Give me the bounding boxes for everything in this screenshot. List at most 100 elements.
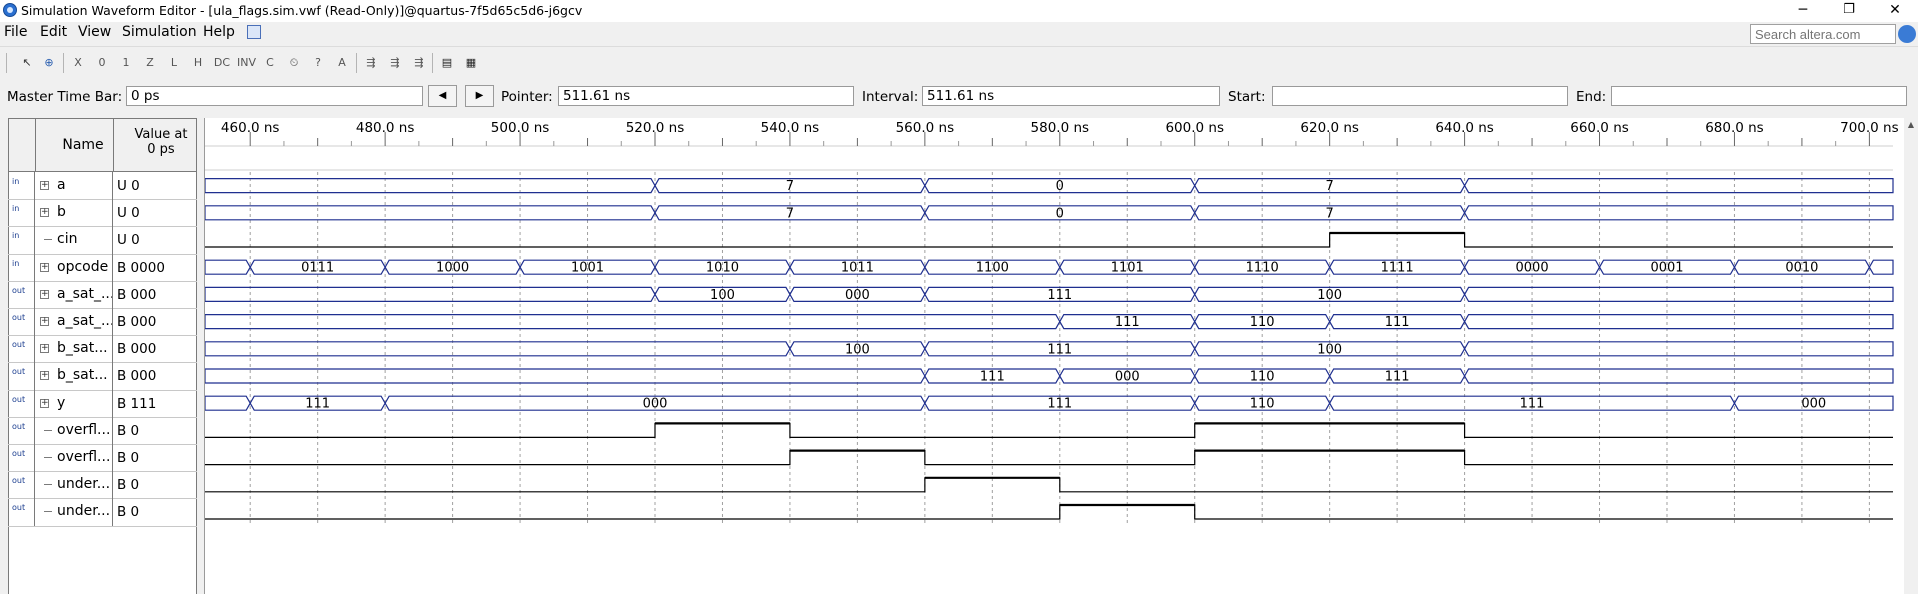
toolbar-separator xyxy=(432,53,433,73)
bus-value-label: 7 xyxy=(1326,206,1334,221)
bus-segment xyxy=(1463,205,1894,221)
signal-name[interactable]: b xyxy=(57,204,66,220)
close-button[interactable]: ✕ xyxy=(1889,2,1901,18)
bus-segment xyxy=(1868,259,1894,275)
bus-segment xyxy=(1463,314,1894,330)
bus-value-label: 1111 xyxy=(1381,261,1414,276)
bus-value-label: 111 xyxy=(1047,397,1072,412)
run-timing-icon[interactable]: ⇶ xyxy=(390,56,400,69)
force-weak-low-icon[interactable]: L xyxy=(170,56,178,69)
grid-settings-icon[interactable]: ▦ xyxy=(465,56,477,69)
globe-icon[interactable] xyxy=(1898,25,1916,43)
signal-name[interactable]: a_sat_... xyxy=(57,286,115,302)
scroll-up-arrow-icon[interactable]: ▲ xyxy=(1907,120,1915,129)
bus-value-label: 111 xyxy=(980,370,1005,385)
time-bar: Master Time Bar: 0 ps ◀ ▶ Pointer: 511.6… xyxy=(0,82,1918,110)
signal-name[interactable]: cin xyxy=(57,231,78,247)
bus-value-label: 111 xyxy=(1385,315,1410,330)
expand-bus-icon[interactable]: + xyxy=(40,262,49,272)
bus-value-label: 100 xyxy=(1317,342,1342,357)
output-pin-icon: out xyxy=(12,503,26,512)
signal-value: B 0000 xyxy=(117,260,165,276)
input-pin-icon: in xyxy=(12,204,20,213)
value-column-header[interactable]: Value at 0 ps xyxy=(125,127,197,157)
signal-name[interactable]: b_sat... xyxy=(57,367,108,383)
force-high-icon[interactable]: 1 xyxy=(122,56,130,69)
signal-name[interactable]: overfl... xyxy=(57,422,111,438)
menu-help[interactable]: Help xyxy=(203,24,235,40)
waveform-canvas[interactable]: 460.0 ns 480.0 ns 500.0 ns 520.0 ns 540.0 ns… xyxy=(205,118,1905,594)
app-icon xyxy=(3,3,17,17)
signal-name[interactable]: a_sat_... xyxy=(57,313,115,329)
run-timing-netlist-icon[interactable]: ⇶ xyxy=(414,56,424,69)
expand-bus-icon[interactable]: + xyxy=(40,398,49,408)
random-value-icon[interactable]: ? xyxy=(315,56,321,69)
tree-connector xyxy=(44,484,52,485)
value-header-line1: Value at xyxy=(134,127,188,142)
expand-bus-icon[interactable]: + xyxy=(40,207,49,217)
minimize-button[interactable]: ─ xyxy=(1798,2,1808,18)
count-value-icon[interactable]: C xyxy=(266,56,274,69)
row-divider xyxy=(8,254,197,255)
menu-simulation[interactable]: Simulation xyxy=(122,24,197,40)
expand-bus-icon[interactable]: + xyxy=(40,343,49,353)
bus-value-label: 000 xyxy=(1115,370,1140,385)
signal-name[interactable]: y xyxy=(57,395,66,411)
end-field[interactable] xyxy=(1611,86,1907,106)
signal-name[interactable]: under... xyxy=(57,503,111,519)
next-transition-button[interactable]: ▶ xyxy=(465,85,494,107)
column-divider xyxy=(35,119,36,171)
menu-file[interactable]: File xyxy=(4,24,28,40)
signal-name[interactable]: opcode xyxy=(57,259,109,275)
waveform-panel[interactable]: 460.0 ns 480.0 ns 500.0 ns 520.0 ns 540.0 ns… xyxy=(204,118,1918,594)
menu-edit[interactable]: Edit xyxy=(40,24,68,40)
signal-name[interactable]: b_sat... xyxy=(57,340,108,356)
time-tick-label: 580.0 ns xyxy=(1031,120,1090,136)
time-tick-label: 540.0 ns xyxy=(761,120,820,136)
expand-bus-icon[interactable]: + xyxy=(40,370,49,380)
invert-icon[interactable]: INV xyxy=(237,56,256,69)
force-unknown-icon[interactable]: X xyxy=(74,56,82,69)
selection-tool-icon[interactable]: ↖ xyxy=(22,56,32,69)
bus-value-label: 100 xyxy=(1317,288,1342,303)
time-tick-label: 620.0 ns xyxy=(1300,120,1359,136)
signal-value: B 000 xyxy=(117,368,157,384)
bus-value-label: 1011 xyxy=(841,261,874,276)
force-dont-care-icon[interactable]: DC xyxy=(213,56,231,69)
menu-bar: File Edit View Simulation Help xyxy=(0,22,1918,44)
arbitrary-value-icon[interactable]: A xyxy=(338,56,346,69)
master-time-bar-field[interactable]: 0 ps xyxy=(126,86,423,106)
signal-name[interactable]: under... xyxy=(57,476,111,492)
expand-bus-icon[interactable]: + xyxy=(40,289,49,299)
bus-value-label: 000 xyxy=(845,288,870,303)
signal-name[interactable]: a xyxy=(57,177,66,193)
menu-view[interactable]: View xyxy=(78,24,112,40)
snap-to-grid-icon[interactable]: ▤ xyxy=(441,56,453,69)
column-divider xyxy=(112,172,113,526)
search-input[interactable] xyxy=(1750,24,1896,44)
end-label: End: xyxy=(1576,89,1607,105)
name-column-header[interactable]: Name xyxy=(62,137,104,153)
feedback-icon[interactable] xyxy=(247,25,261,39)
maximize-button[interactable]: ❐ xyxy=(1843,2,1855,17)
bus-segment xyxy=(205,395,251,411)
bit-waveform xyxy=(205,504,1893,520)
run-functional-icon[interactable]: ⇶ xyxy=(366,56,376,69)
force-weak-high-icon[interactable]: H xyxy=(193,56,203,69)
force-z-icon[interactable]: Z xyxy=(146,56,154,69)
bit-waveform xyxy=(205,450,1893,466)
bus-value-label: 0001 xyxy=(1650,261,1683,276)
window-title: Simulation Waveform Editor - [ula_flags.… xyxy=(21,3,583,18)
clock-icon[interactable]: ⏲ xyxy=(289,56,299,69)
force-low-icon[interactable]: 0 xyxy=(98,56,106,69)
time-tick-label: 460.0 ns xyxy=(221,120,280,136)
row-divider xyxy=(8,390,197,391)
vertical-scrollbar[interactable]: ▲ xyxy=(1904,118,1918,594)
bus-value-label: 100 xyxy=(845,342,870,357)
signal-name[interactable]: overfl... xyxy=(57,449,111,465)
start-field[interactable] xyxy=(1272,86,1568,106)
zoom-tool-icon[interactable]: ⊕ xyxy=(44,56,54,69)
expand-bus-icon[interactable]: + xyxy=(40,316,49,326)
previous-transition-button[interactable]: ◀ xyxy=(428,85,457,107)
expand-bus-icon[interactable]: + xyxy=(40,180,49,190)
